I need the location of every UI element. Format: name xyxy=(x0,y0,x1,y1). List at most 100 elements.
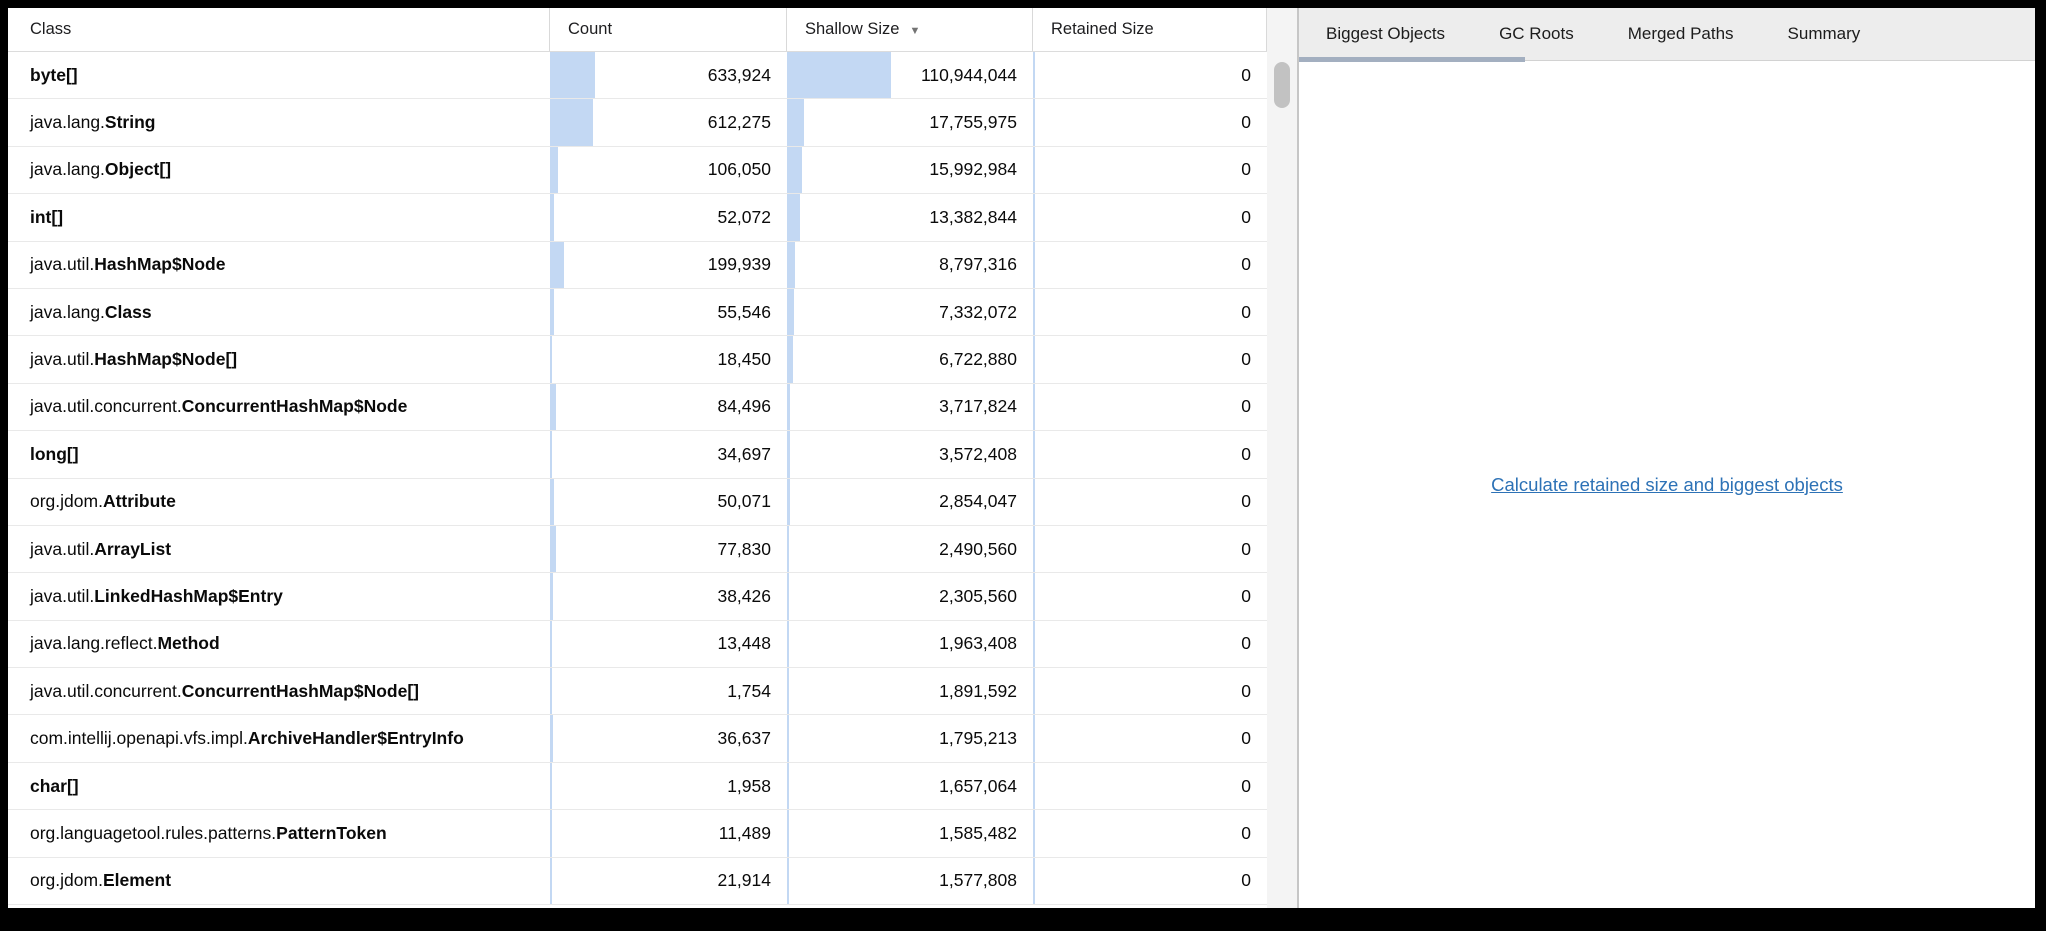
count-bar xyxy=(550,336,552,383)
class-name: LinkedHashMap$Entry xyxy=(94,585,283,606)
table-row[interactable]: java.lang. Class 55,546 7,332,072 0 xyxy=(8,288,1267,337)
shallow-size-cell: 2,490,560 xyxy=(787,525,1033,573)
retained-size-bar xyxy=(1033,288,1035,336)
class-package: java.util. xyxy=(30,585,95,606)
retained-size-value: 0 xyxy=(1241,206,1251,227)
table-row[interactable]: java.util. ArrayList 77,830 2,490,560 0 xyxy=(8,525,1267,574)
shallow-size-bar xyxy=(787,525,789,573)
table-row[interactable]: int[] 52,072 13,382,844 0 xyxy=(8,194,1267,242)
retained-size-cell: 0 xyxy=(1033,668,1267,715)
column-header-shallow-size[interactable]: Shallow Size ▼ xyxy=(787,8,1033,51)
table-row[interactable]: java.util.concurrent. ConcurrentHashMap$N… xyxy=(8,383,1267,432)
panel-divider[interactable] xyxy=(1297,8,1299,908)
class-package: com.intellij.openapi.vfs.impl. xyxy=(30,728,248,749)
table-body: byte[] 633,924 110,944,044 0 java.lang. Strin… xyxy=(8,52,1267,906)
class-name: ArrayList xyxy=(94,538,172,559)
count-bar xyxy=(550,668,552,715)
tab-merged-paths[interactable]: Merged Paths xyxy=(1627,24,1734,43)
retained-size-value: 0 xyxy=(1241,349,1251,370)
class-cell: java.util.concurrent. ConcurrentHashMap$N… xyxy=(8,384,550,430)
tab-gc-roots[interactable]: GC Roots xyxy=(1499,24,1574,43)
table-row[interactable]: long[] 34,697 3,572,408 0 xyxy=(8,431,1267,479)
count-cell: 1,754 xyxy=(550,668,787,715)
count-cell: 612,275 xyxy=(550,99,787,146)
count-bar xyxy=(550,810,552,857)
retained-size-bar xyxy=(1033,146,1035,194)
table-row[interactable]: java.lang. Object[] 106,050 15,992,984 0 xyxy=(8,146,1267,195)
table-row[interactable]: java.lang.reflect. Method 13,448 1,963,408 0 xyxy=(8,620,1267,669)
class-cell: java.lang.reflect. Method xyxy=(8,621,550,667)
class-package: org.languagetool.rules.patterns. xyxy=(30,822,277,843)
shallow-size-value: 110,944,044 xyxy=(920,64,1017,85)
shallow-size-bar xyxy=(787,241,795,288)
table-row[interactable]: org.jdom. Element 21,914 1,577,808 0 xyxy=(8,857,1267,906)
count-value: 34,697 xyxy=(717,443,771,464)
retained-size-value: 0 xyxy=(1241,633,1251,654)
count-value: 18,450 xyxy=(717,349,771,370)
shallow-size-value: 1,585,482 xyxy=(939,822,1017,843)
shallow-size-cell: 1,585,482 xyxy=(787,810,1033,857)
table-row[interactable]: com.intellij.openapi.vfs.impl. ArchiveHan… xyxy=(8,715,1267,763)
class-cell: java.util. LinkedHashMap$Entry xyxy=(8,573,550,619)
table-row[interactable]: org.jdom. Attribute 50,071 2,854,047 0 xyxy=(8,478,1267,526)
column-header-count-label: Count xyxy=(568,20,613,38)
class-name: String xyxy=(104,112,156,133)
count-cell: 77,830 xyxy=(550,525,787,573)
shallow-size-value: 2,490,560 xyxy=(939,538,1017,559)
class-name: Element xyxy=(102,870,172,891)
retained-size-bar xyxy=(1033,620,1035,668)
calculate-retained-size-link[interactable]: Calculate retained size and biggest obje… xyxy=(1491,473,1843,495)
retained-size-bar xyxy=(1033,762,1035,810)
tab-summary[interactable]: Summary xyxy=(1787,24,1861,43)
class-cell: long[] xyxy=(8,431,550,477)
column-header-retained-size[interactable]: Retained Size xyxy=(1033,8,1267,51)
table-row[interactable]: byte[] 633,924 110,944,044 0 xyxy=(8,52,1267,100)
class-cell: byte[] xyxy=(8,52,550,98)
retained-size-value: 0 xyxy=(1241,254,1251,275)
vertical-scrollbar-track[interactable] xyxy=(1267,8,1297,908)
class-package: org.jdom. xyxy=(30,870,103,891)
table-row[interactable]: java.util. HashMap$Node 199,939 8,797,316 0 xyxy=(8,241,1267,289)
column-header-class[interactable]: Class xyxy=(8,8,550,51)
active-tab-underline xyxy=(1299,57,1525,62)
count-bar xyxy=(550,620,552,668)
table-row[interactable]: char[] 1,958 1,657,064 0 xyxy=(8,762,1267,811)
count-cell: 55,546 xyxy=(550,288,787,336)
table-row[interactable]: java.util. LinkedHashMap$Entry 38,426 2,305… xyxy=(8,573,1267,621)
shallow-size-cell: 3,572,408 xyxy=(787,431,1033,478)
tab-biggest-objects[interactable]: Biggest Objects xyxy=(1326,24,1446,43)
count-bar xyxy=(550,431,552,478)
class-table: Class Count Shallow Size ▼ Retained Size… xyxy=(8,8,1267,908)
table-row[interactable]: java.util. HashMap$Node[] 18,450 6,722,880 0 xyxy=(8,336,1267,384)
table-header-row: Class Count Shallow Size ▼ Retained Size xyxy=(8,8,1267,52)
count-value: 36,637 xyxy=(717,728,771,749)
count-bar xyxy=(550,573,553,620)
shallow-size-bar xyxy=(787,715,789,762)
table-row[interactable]: java.lang. String 612,275 17,755,975 0 xyxy=(8,99,1267,147)
table-row[interactable]: org.languagetool.rules.patterns. PatternT… xyxy=(8,810,1267,858)
column-header-count[interactable]: Count xyxy=(550,8,787,51)
shallow-size-value: 1,577,808 xyxy=(939,870,1017,891)
class-package: java.util.concurrent. xyxy=(30,680,182,701)
retained-size-value: 0 xyxy=(1241,159,1251,180)
vertical-scrollbar-thumb[interactable] xyxy=(1274,62,1290,108)
count-cell: 18,450 xyxy=(550,336,787,383)
count-bar xyxy=(550,857,552,905)
count-bar xyxy=(550,52,595,99)
class-package: java.lang. xyxy=(30,159,105,180)
retained-size-bar xyxy=(1033,431,1035,478)
table-row[interactable]: java.util.concurrent. ConcurrentHashMap$N… xyxy=(8,668,1267,716)
class-cell: java.util. HashMap$Node xyxy=(8,242,550,288)
retained-size-bar xyxy=(1033,478,1035,525)
column-header-class-label: Class xyxy=(30,20,72,38)
count-cell: 52,072 xyxy=(550,194,787,241)
class-package: java.util. xyxy=(30,349,95,370)
shallow-size-bar xyxy=(787,194,800,241)
count-value: 1,754 xyxy=(727,680,771,701)
retained-size-cell: 0 xyxy=(1033,288,1267,336)
class-name: long[] xyxy=(30,443,79,464)
class-name: byte[] xyxy=(30,64,78,85)
count-cell: 36,637 xyxy=(550,715,787,762)
count-value: 38,426 xyxy=(717,585,771,606)
details-panel: Biggest Objects GC Roots Merged Paths Su… xyxy=(1299,8,2035,908)
